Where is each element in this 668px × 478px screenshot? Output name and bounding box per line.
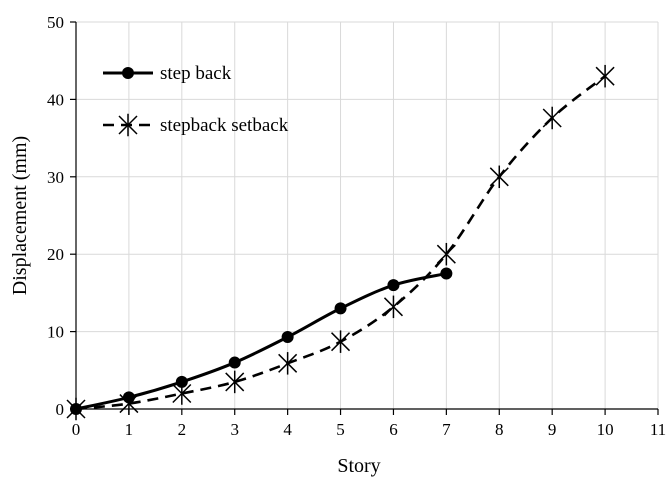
y-tick-label: 40 xyxy=(47,90,64,109)
y-tick-label: 0 xyxy=(56,400,65,419)
x-tick-label: 1 xyxy=(125,420,134,439)
data-point-series-1 xyxy=(436,242,456,266)
x-tick-label: 3 xyxy=(230,420,239,439)
data-point-series-0 xyxy=(175,375,188,388)
data-point-series-1 xyxy=(278,352,298,375)
data-point-series-1 xyxy=(331,330,351,353)
data-point-series-0 xyxy=(228,356,241,369)
x-tick-label: 0 xyxy=(72,420,81,439)
x-tick-label: 4 xyxy=(283,420,292,439)
legend-marker-stepback-setback xyxy=(118,113,138,137)
data-point-series-1 xyxy=(225,370,245,394)
data-point-series-1 xyxy=(542,106,562,130)
data-point-series-0 xyxy=(334,302,347,315)
x-tick-label: 5 xyxy=(336,420,345,439)
x-tick-label: 2 xyxy=(178,420,187,439)
data-point-series-1 xyxy=(489,165,509,189)
x-tick-label: 7 xyxy=(442,420,451,439)
legend-marker-shape xyxy=(118,113,138,137)
data-point-series-0 xyxy=(440,267,453,280)
x-tick-label: 9 xyxy=(548,420,557,439)
x-tick-label: 8 xyxy=(495,420,504,439)
series-line-0 xyxy=(75,272,447,411)
legend-marker-step-back xyxy=(122,67,134,79)
legend-marker-shape xyxy=(122,67,134,79)
legend-label-step-back: step back xyxy=(160,63,232,84)
data-point-series-0 xyxy=(281,331,294,344)
series-line-1 xyxy=(75,75,606,411)
y-tick-label: 20 xyxy=(47,245,64,264)
x-axis-title: Story xyxy=(337,455,380,477)
y-axis-title: Displacement (mm) xyxy=(9,136,31,295)
legend-label-stepback-setback: stepback setback xyxy=(160,115,289,136)
x-tick-label: 11 xyxy=(650,420,666,439)
data-point-series-1 xyxy=(66,397,86,421)
data-point-series-1 xyxy=(172,382,192,405)
data-point-series-0 xyxy=(387,279,400,292)
y-tick-label: 10 xyxy=(47,323,64,342)
y-tick-label: 30 xyxy=(47,168,64,187)
tick-labels: 0 1 2 3 4 5 6 7 8 9 10 11 0 10 20 30 40 50 xyxy=(47,13,666,439)
legend: step back stepback setback xyxy=(103,63,289,137)
x-tick-label: 6 xyxy=(389,420,398,439)
data-point-series-1 xyxy=(595,64,615,88)
grid xyxy=(76,21,659,409)
data-point-series-1 xyxy=(383,295,403,319)
series-group xyxy=(66,64,615,421)
data-point-series-1 xyxy=(119,392,139,415)
y-tick-label: 50 xyxy=(47,13,64,32)
x-tick-label: 10 xyxy=(597,420,614,439)
axes xyxy=(70,21,659,415)
